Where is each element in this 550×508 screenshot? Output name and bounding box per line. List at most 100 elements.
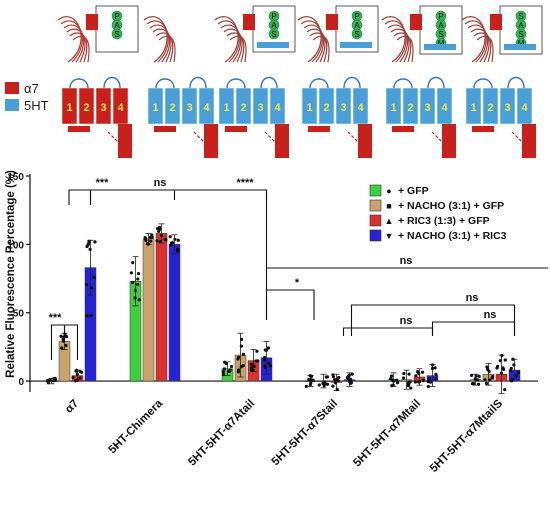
data-point bbox=[394, 378, 399, 382]
data-point bbox=[71, 375, 75, 380]
data-point bbox=[267, 361, 271, 365]
schematic-segment-label: 3 bbox=[100, 102, 106, 114]
schematic-segment bbox=[235, 87, 252, 125]
schematic-tail-letter: M bbox=[438, 39, 445, 48]
schematic-ribbon bbox=[66, 28, 86, 63]
data-point bbox=[263, 364, 267, 368]
schematic-intracellular bbox=[225, 126, 247, 132]
schematic-tail-bar bbox=[257, 42, 289, 48]
schematic-segment bbox=[78, 87, 95, 125]
schematic-segment-label: 2 bbox=[323, 102, 329, 114]
data-point bbox=[434, 372, 438, 376]
schematic-segment bbox=[482, 87, 499, 125]
sig-bracket-label: * bbox=[295, 277, 300, 289]
series-legend: ● + GFP ■ + NACHO (3:1) + GFP ▲ + RIC3 (1:3) … bbox=[369, 184, 507, 242]
schematic-tail-segment bbox=[275, 124, 289, 158]
data-point bbox=[474, 374, 478, 378]
data-point bbox=[331, 374, 336, 379]
schematic-tail-block bbox=[410, 14, 422, 30]
data-point bbox=[495, 366, 499, 370]
legend-marker: ■ bbox=[386, 201, 391, 211]
schematic-tail-letter: A bbox=[354, 21, 360, 30]
data-point bbox=[221, 370, 225, 374]
schematic-segment-label: 2 bbox=[169, 102, 175, 114]
data-point bbox=[417, 380, 421, 384]
data-point bbox=[483, 378, 487, 382]
data-point bbox=[307, 378, 311, 382]
data-point bbox=[84, 283, 89, 287]
data-point bbox=[332, 378, 337, 382]
schematic-segment-label: 3 bbox=[186, 102, 192, 114]
schematic-loop bbox=[103, 76, 121, 89]
schematic-ribbon bbox=[217, 20, 240, 63]
schematic-ribbon bbox=[226, 32, 245, 63]
data-point bbox=[87, 241, 91, 246]
data-point bbox=[346, 376, 350, 380]
data-point bbox=[347, 373, 351, 377]
data-point bbox=[249, 362, 254, 366]
schematic-2: PAS 1 2 3 4 bbox=[214, 5, 296, 158]
sig-bracket-label: ** bbox=[85, 312, 94, 324]
5ht-legend-label: 5HT bbox=[24, 98, 49, 113]
data-point bbox=[516, 370, 520, 374]
schematic-segment-label: 1 bbox=[470, 102, 476, 114]
schematic-tail-letter: S bbox=[271, 30, 276, 39]
y-tick-label: 100 bbox=[7, 240, 24, 251]
legend-label: + RIC3 (1:3) + GFP bbox=[398, 215, 490, 227]
data-point bbox=[236, 368, 241, 372]
schematic-3: PAS 1 2 3 4 bbox=[297, 5, 379, 158]
schematic-tail-letter: P bbox=[354, 12, 359, 21]
schematic-dashed bbox=[431, 131, 455, 155]
data-point bbox=[136, 272, 141, 276]
data-point bbox=[133, 288, 138, 293]
schematic-tail-segment bbox=[442, 124, 456, 158]
y-axis-label: Relative Fluorescence Percentage (%) bbox=[5, 170, 17, 378]
schematic-segment-label: 4 bbox=[203, 102, 210, 114]
data-point bbox=[239, 337, 244, 341]
schematic-tail-letter: P bbox=[271, 12, 276, 21]
schematic-segment-label: 3 bbox=[504, 102, 510, 114]
schematic-intracellular bbox=[308, 126, 330, 132]
schematic-segment-label: 1 bbox=[306, 102, 312, 114]
legend-label: + NACHO (3:1) + RIC3 bbox=[398, 230, 507, 242]
sig-bracket bbox=[431, 321, 516, 336]
schematic-loop bbox=[473, 78, 493, 89]
data-point bbox=[239, 365, 243, 369]
schematic-loop bbox=[343, 76, 361, 89]
data-point bbox=[499, 371, 504, 375]
legend-marker: ▲ bbox=[385, 216, 394, 226]
data-point bbox=[59, 334, 63, 338]
sig-bracket-label: **** bbox=[236, 177, 254, 189]
chart-bars bbox=[45, 223, 521, 394]
schematic-0: PAS 1 2 3 4 bbox=[57, 5, 139, 158]
schematic-ribbon bbox=[158, 35, 176, 63]
data-point bbox=[433, 366, 437, 370]
schematic-tail-letter: S bbox=[518, 12, 523, 21]
schematic-segment-label: 3 bbox=[424, 102, 430, 114]
schematic-ribbon bbox=[229, 35, 247, 63]
data-point bbox=[149, 239, 153, 243]
data-point bbox=[484, 381, 489, 386]
alpha7-swatch bbox=[5, 82, 19, 94]
schematic-segment bbox=[164, 87, 181, 125]
schematic-tail-bar bbox=[424, 44, 456, 50]
schematic-segment-label: 2 bbox=[407, 102, 413, 114]
schematic-tail-dot bbox=[351, 28, 363, 40]
data-point bbox=[503, 358, 507, 362]
y-tick-label: 0 bbox=[18, 377, 24, 388]
data-point bbox=[264, 348, 269, 352]
data-point bbox=[304, 384, 308, 388]
data-point bbox=[249, 366, 254, 370]
data-point bbox=[159, 234, 164, 238]
x-tick-label: α7 bbox=[63, 398, 81, 416]
legend-swatch bbox=[369, 199, 382, 212]
data-point bbox=[136, 277, 140, 281]
schematic-loop bbox=[507, 76, 525, 89]
data-point bbox=[333, 381, 338, 385]
legend-swatch bbox=[369, 184, 382, 197]
data-point bbox=[228, 368, 232, 372]
